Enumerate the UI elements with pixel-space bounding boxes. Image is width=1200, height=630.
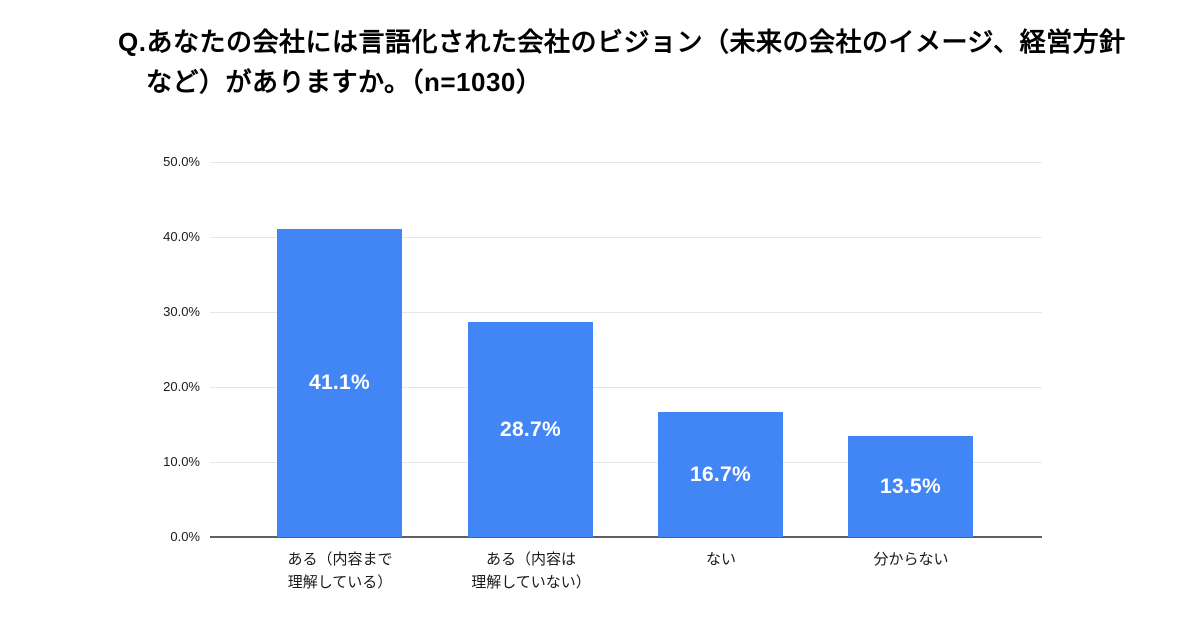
bar-value-label: 16.7% bbox=[689, 462, 752, 486]
bar-value-label: 28.7% bbox=[499, 417, 562, 441]
chart-title-line-1: Q.あなたの会社には言語化された会社のビジョン（未来の会社のイメージ、経営方針 bbox=[118, 27, 1126, 57]
bar: 41.1% bbox=[277, 229, 402, 537]
bar: 28.7% bbox=[468, 322, 593, 537]
x-axis-category-line: 分からない bbox=[873, 551, 949, 568]
bar: 13.5% bbox=[848, 436, 973, 537]
chart-title: Q.あなたの会社には言語化された会社のビジョン（未来の会社のイメージ、経営方針 … bbox=[118, 22, 1148, 102]
x-axis-baseline bbox=[210, 536, 1042, 538]
bar: 16.7% bbox=[658, 412, 783, 537]
chart-title-line-2: など）がありますか。（n=1030） bbox=[146, 67, 543, 97]
x-axis-category-line: ある（内容は bbox=[485, 551, 576, 568]
gridline bbox=[210, 312, 1042, 313]
y-axis-tick-label: 10.0% bbox=[163, 454, 200, 469]
y-axis-tick-label: 40.0% bbox=[163, 229, 200, 244]
gridline bbox=[210, 387, 1042, 388]
y-axis-tick-label: 30.0% bbox=[163, 304, 200, 319]
x-axis-category-line: 理解している） bbox=[287, 574, 393, 591]
plot-area: 41.1% 28.7% 16.7% 13.5% ある（内容まで 理解している） … bbox=[210, 162, 1042, 591]
gridline bbox=[210, 162, 1042, 163]
bar-value-label: 13.5% bbox=[879, 474, 942, 498]
x-axis-category-line: 理解していない） bbox=[471, 574, 591, 591]
y-axis-tick-label: 20.0% bbox=[163, 379, 200, 394]
x-axis-category-label: ない bbox=[617, 548, 825, 571]
y-axis-tick-label: 50.0% bbox=[163, 154, 200, 169]
y-axis-tick-label: 0.0% bbox=[170, 529, 200, 544]
x-axis-category-label: ある（内容は 理解していない） bbox=[427, 548, 635, 594]
x-axis-category-label: ある（内容まで 理解している） bbox=[236, 548, 444, 594]
gridline bbox=[210, 462, 1042, 463]
gridline bbox=[210, 237, 1042, 238]
x-axis-category-label: 分からない bbox=[807, 548, 1015, 571]
x-axis-category-line: ある（内容まで bbox=[287, 551, 393, 568]
bar-value-label: 41.1% bbox=[308, 371, 371, 394]
x-axis-category-line: ない bbox=[705, 551, 736, 568]
